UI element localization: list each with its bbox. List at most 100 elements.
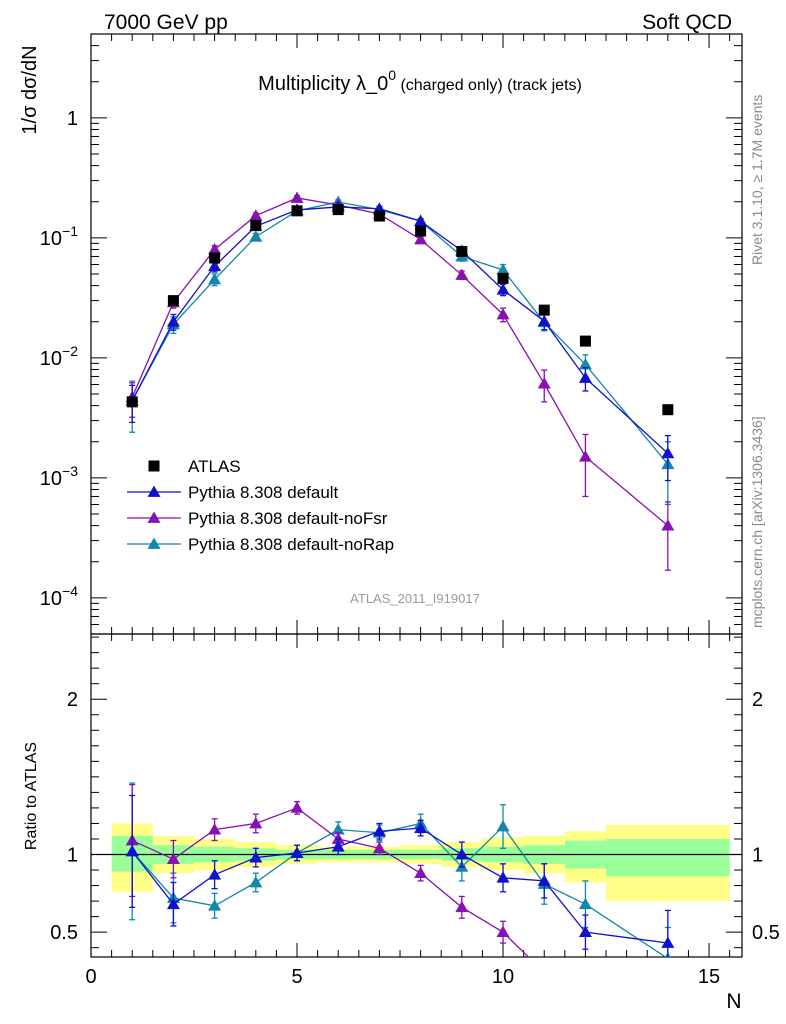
ratio-point-noFsr xyxy=(166,852,180,865)
legend-item-default: Pythia 8.308 default xyxy=(127,483,339,502)
data-point-atlas xyxy=(662,404,674,416)
series-atlas xyxy=(126,204,674,416)
x-tick-label: 5 xyxy=(291,966,302,988)
ratio-band-inner xyxy=(606,838,730,877)
data-point-atlas xyxy=(209,252,221,264)
legend-label-default: Pythia 8.308 default xyxy=(188,483,339,502)
x-tick-label: 10 xyxy=(492,966,514,988)
y-tick-label-exponent: −4 xyxy=(62,583,78,599)
data-point-default xyxy=(414,214,428,226)
legend-marker-noRap xyxy=(147,537,161,549)
x-axis-label: N xyxy=(726,990,741,1013)
analysis-watermark: ATLAS_2011_I919017 xyxy=(350,591,480,606)
ratio-point-default xyxy=(414,821,428,833)
ratio-point-default xyxy=(537,874,551,886)
y-tick-label: 10−1 xyxy=(40,223,78,250)
data-point-default xyxy=(166,315,180,327)
legend-label-noRap: Pythia 8.308 default-noRap xyxy=(188,535,394,554)
ratio-point-default xyxy=(166,897,180,910)
series-default xyxy=(125,200,675,482)
data-point-atlas xyxy=(167,295,179,307)
data-point-default xyxy=(578,371,592,383)
ratio-y-tick-label-left: 2 xyxy=(67,689,78,711)
legend-item-atlas: ATLAS xyxy=(148,457,241,476)
ratio-y-tick-label-right: 2 xyxy=(752,689,763,711)
ratio-y-tick-label-left: 0.5 xyxy=(50,922,78,944)
y-tick-label: 10−3 xyxy=(40,463,78,490)
rivet-info-label: Rivet 3.1.10, ≥ 1.7M events xyxy=(749,95,765,265)
data-point-atlas xyxy=(579,335,591,347)
ratio-y-tick-label-left: 1 xyxy=(67,845,78,867)
data-point-noRap xyxy=(208,272,222,285)
data-point-noFsr xyxy=(208,243,222,255)
ratio-point-default xyxy=(249,851,263,863)
plot-title: Multiplicity λ_00 (charged only) (track … xyxy=(258,67,582,95)
data-point-atlas xyxy=(538,304,550,316)
ratio-point-default xyxy=(208,868,222,880)
data-point-noRap xyxy=(496,263,510,275)
data-point-noRap xyxy=(249,230,263,242)
data-point-noFsr xyxy=(414,232,428,245)
ratio-point-default xyxy=(331,840,345,852)
ratio-point-default xyxy=(372,824,386,837)
plot-title-main: Multiplicity λ_0 xyxy=(258,73,388,95)
data-point-noFsr xyxy=(249,209,263,221)
series-line-noRap xyxy=(131,201,669,465)
ratio-point-default xyxy=(125,844,139,857)
y-tick-label-exponent: −2 xyxy=(62,343,78,359)
ratio-point-noFsr xyxy=(661,986,674,997)
ratio-point-noFsr xyxy=(331,832,345,844)
header-left-label: 7000 GeV pp xyxy=(104,11,228,34)
data-point-atlas xyxy=(291,205,303,217)
data-point-noFsr xyxy=(290,191,304,203)
x-tick-label: 15 xyxy=(698,966,720,988)
ratio-plot-frame xyxy=(90,633,743,958)
ratio-point-noFsr xyxy=(372,841,386,854)
data-point-atlas xyxy=(126,396,138,408)
header-right-label: Soft QCD xyxy=(642,11,732,34)
ratio-point-noFsr xyxy=(208,823,222,835)
ratio-point-default xyxy=(578,925,592,938)
ratio-point-noFsr xyxy=(414,866,428,879)
ratio-point-noFsr xyxy=(579,986,592,997)
data-point-noFsr xyxy=(537,377,551,389)
ratio-point-noRap xyxy=(331,823,345,835)
y-tick-label-exponent: −3 xyxy=(62,463,78,479)
series-line-default xyxy=(131,206,669,454)
legend-marker-default xyxy=(147,485,161,497)
ratio-point-noRap xyxy=(249,875,263,888)
data-point-atlas xyxy=(497,272,509,284)
y-tick-label-base: 10 xyxy=(40,228,62,250)
y-tick-label-base: 10 xyxy=(40,588,62,610)
legend-label-noFsr: Pythia 8.308 default-noFsr xyxy=(188,509,388,528)
y-tick-label: 1 xyxy=(67,108,78,130)
ratio-point-noFsr xyxy=(249,816,263,829)
data-point-noFsr xyxy=(496,307,510,320)
mcplots-info-label: mcplots.cern.ch [arXiv:1306.3436] xyxy=(749,416,765,628)
data-point-atlas xyxy=(250,219,262,231)
ratio-plot-panel: 0 5 10 15 0.5 0.5 1 1 2 2 xyxy=(50,633,780,997)
data-point-noFsr xyxy=(661,519,675,531)
plot-title-suffix: (charged only) (track jets) xyxy=(396,77,582,94)
data-point-atlas xyxy=(332,204,344,216)
data-point-atlas xyxy=(415,225,427,237)
legend-marker-noFsr xyxy=(147,511,161,523)
ratio-point-default xyxy=(290,846,304,858)
data-point-noRap xyxy=(578,358,592,370)
x-tick-label: 0 xyxy=(85,966,96,988)
ratio-point-noFsr xyxy=(290,801,304,813)
data-point-atlas xyxy=(456,245,468,257)
data-point-default xyxy=(661,446,675,459)
plot-title-superscript: 0 xyxy=(388,67,396,83)
ratio-series-layer xyxy=(125,782,675,997)
ratio-y-axis-label: Ratio to ATLAS xyxy=(23,742,40,850)
ratio-point-default xyxy=(496,871,510,883)
y-tick-label-base: 10 xyxy=(40,348,62,370)
data-point-noFsr xyxy=(578,450,592,462)
ratio-point-default xyxy=(661,936,675,948)
ratio-point-default xyxy=(455,848,469,860)
y-tick-label-exponent: −1 xyxy=(62,223,78,239)
ratio-point-noRap xyxy=(496,820,510,832)
ratio-point-noRap xyxy=(208,899,222,911)
ratio-series-noRap xyxy=(125,782,671,957)
